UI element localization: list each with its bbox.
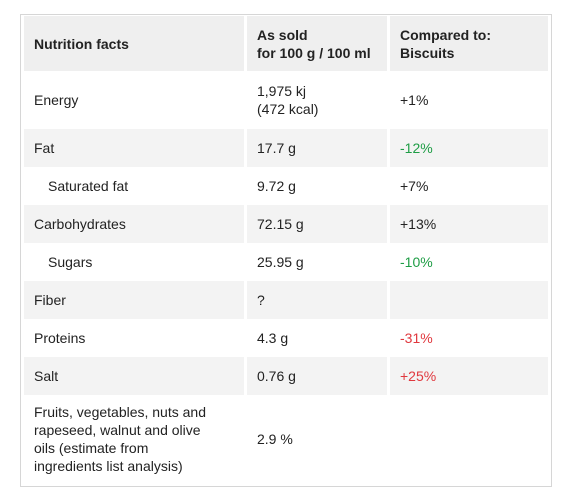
table-row: Carbohydrates 72.15 g +13% xyxy=(24,205,548,243)
nutrition-table-frame: Nutrition facts As sold for 100 g / 100 … xyxy=(20,14,552,487)
row-label-fruits-vegetables: Fruits, vegetables, nuts and rapeseed, w… xyxy=(24,395,244,482)
row-value-sugars: 25.95 g xyxy=(247,243,387,281)
row-label-saturated-fat: Saturated fat xyxy=(24,167,244,205)
row-label-salt: Salt xyxy=(24,357,244,395)
row-value-energy: 1,975 kj (472 kcal) xyxy=(247,71,387,129)
row-compare-carbohydrates: +13% xyxy=(390,205,548,243)
row-compare-salt: +25% xyxy=(390,357,548,395)
table-row: Fat 17.7 g -12% xyxy=(24,129,548,167)
fruits-label-line2: rapeseed, walnut and olive xyxy=(34,421,201,438)
table-row: Saturated fat 9.72 g +7% xyxy=(24,167,548,205)
table-row: Fruits, vegetables, nuts and rapeseed, w… xyxy=(24,395,548,482)
row-compare-fruits-vegetables xyxy=(390,395,548,482)
row-label-fat: Fat xyxy=(24,129,244,167)
nutrition-facts-table: Nutrition facts As sold for 100 g / 100 … xyxy=(21,16,551,482)
fruits-label-line1: Fruits, vegetables, nuts and xyxy=(34,403,206,420)
header-compared-to: Compared to: Biscuits xyxy=(390,16,548,71)
row-value-saturated-fat: 9.72 g xyxy=(247,167,387,205)
row-compare-sugars: -10% xyxy=(390,243,548,281)
row-label-proteins: Proteins xyxy=(24,319,244,357)
row-compare-proteins: -31% xyxy=(390,319,548,357)
row-value-proteins: 4.3 g xyxy=(247,319,387,357)
row-compare-fat: -12% xyxy=(390,129,548,167)
row-value-fat: 17.7 g xyxy=(247,129,387,167)
row-compare-fiber xyxy=(390,281,548,319)
table-header-row: Nutrition facts As sold for 100 g / 100 … xyxy=(24,16,548,71)
row-value-carbohydrates: 72.15 g xyxy=(247,205,387,243)
row-label-energy: Energy xyxy=(24,71,244,129)
table-row: Sugars 25.95 g -10% xyxy=(24,243,548,281)
energy-kcal: (472 kcal) xyxy=(257,101,319,117)
table-row: Fiber ? xyxy=(24,281,548,319)
header-as-sold-line2: for 100 g / 100 ml xyxy=(257,44,371,61)
fruits-label-line3: oils (estimate from xyxy=(34,439,149,456)
header-as-sold-line1: As sold xyxy=(257,26,308,43)
table-row: Energy 1,975 kj (472 kcal) +1% xyxy=(24,71,548,129)
table-row: Salt 0.76 g +25% xyxy=(24,357,548,395)
row-value-fiber: ? xyxy=(247,281,387,319)
fruits-label-line4: ingredients list analysis) xyxy=(34,457,183,474)
row-label-sugars: Sugars xyxy=(24,243,244,281)
row-value-fruits-vegetables: 2.9 % xyxy=(247,395,387,482)
table-row: Proteins 4.3 g -31% xyxy=(24,319,548,357)
row-compare-energy: +1% xyxy=(390,71,548,129)
row-value-salt: 0.76 g xyxy=(247,357,387,395)
header-as-sold: As sold for 100 g / 100 ml xyxy=(247,16,387,71)
header-nutrition-facts: Nutrition facts xyxy=(24,16,244,71)
row-label-carbohydrates: Carbohydrates xyxy=(24,205,244,243)
row-compare-saturated-fat: +7% xyxy=(390,167,548,205)
energy-kj: 1,975 kj xyxy=(257,83,307,99)
row-label-fiber: Fiber xyxy=(24,281,244,319)
